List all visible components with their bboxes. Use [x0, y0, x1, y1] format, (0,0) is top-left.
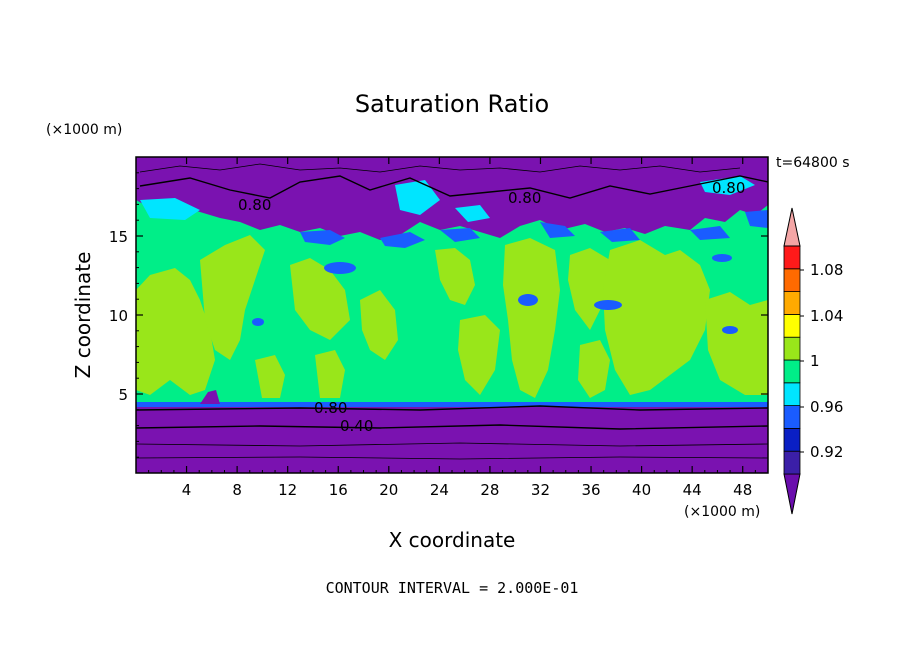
field-supersaturated-patches	[136, 235, 768, 398]
colorbar-label: 1.08	[810, 261, 843, 279]
x-unit-label: (×1000 m)	[684, 504, 760, 520]
colorbar-swatch	[783, 313, 801, 338]
x-tick-label: 24	[430, 481, 449, 499]
colorbar: 1.08 1.04 1 0.96 0.92	[783, 207, 843, 515]
x-tick-label: 36	[581, 481, 600, 499]
x-tick-label: 44	[683, 481, 702, 499]
x-tick-label: 28	[480, 481, 499, 499]
colorbar-swatch	[783, 268, 801, 292]
colorbar-swatch	[783, 382, 801, 406]
contour-label-5: 0.40	[340, 417, 373, 435]
x-tick-label: 12	[278, 481, 297, 499]
x-tick-label: 20	[379, 481, 398, 499]
colorbar-swatch	[783, 336, 801, 361]
colorbar-swatch	[783, 405, 801, 429]
contour-interval-text: CONTOUR INTERVAL = 2.000E-01	[326, 579, 579, 597]
chart-title: Saturation Ratio	[355, 90, 549, 118]
heatmap-field	[136, 157, 768, 473]
field-dry-lower	[136, 404, 768, 473]
colorbar-swatch	[783, 427, 801, 452]
x-tick-label: 40	[632, 481, 651, 499]
y-tick-label: 10	[109, 307, 128, 325]
time-label: t=64800 s	[776, 155, 850, 171]
contour-label-2: 0.80	[508, 189, 541, 207]
x-tick-label: 32	[531, 481, 550, 499]
colorbar-upper-extension	[783, 207, 801, 247]
x-tick-label: 4	[182, 481, 192, 499]
colorbar-label: 1	[810, 352, 820, 370]
y-axis: 5 10 15	[109, 172, 768, 458]
x-axis: 4 8 12 16 20 24 28 32 36 40 44 48	[148, 157, 756, 499]
x-tick-label: 16	[329, 481, 348, 499]
y-tick-label: 15	[109, 228, 128, 246]
contour-label-3: 0.80	[712, 179, 745, 197]
colorbar-swatch	[783, 359, 801, 384]
contour-lines	[136, 163, 768, 460]
colorbar-label: 1.04	[810, 307, 843, 325]
x-tick-label: 8	[232, 481, 242, 499]
contour-label-4: 0.80	[314, 399, 347, 417]
field-dry-upper	[136, 157, 768, 240]
contour-label-1: 0.80	[238, 196, 271, 214]
z-unit-label: (×1000 m)	[46, 122, 122, 138]
field-boundary-band	[136, 402, 768, 407]
y-axis-label: Z coordinate	[71, 252, 95, 379]
colorbar-swatch	[783, 450, 801, 475]
x-tick-label: 48	[733, 481, 752, 499]
plot-area: 0.80 0.80 0.80 0.80 0.40	[135, 156, 769, 474]
field-subsaturated-band	[252, 210, 768, 334]
colorbar-label: 0.96	[810, 398, 843, 416]
colorbar-swatch	[783, 245, 801, 270]
y-tick-label: 5	[118, 386, 128, 404]
colorbar-lower-extension	[783, 473, 801, 515]
colorbar-swatch	[783, 291, 801, 315]
x-axis-label: X coordinate	[389, 528, 516, 552]
colorbar-label: 0.92	[810, 443, 843, 461]
